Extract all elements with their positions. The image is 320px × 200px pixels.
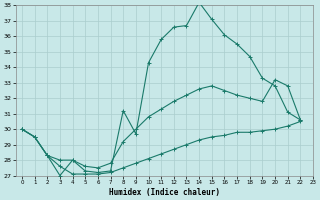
X-axis label: Humidex (Indice chaleur): Humidex (Indice chaleur) bbox=[109, 188, 220, 197]
